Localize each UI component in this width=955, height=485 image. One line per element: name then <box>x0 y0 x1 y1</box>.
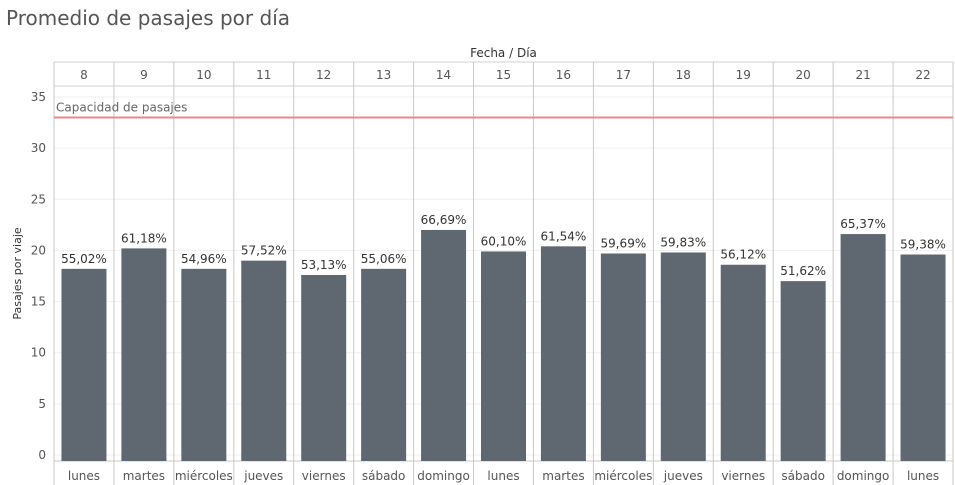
day-label: lunes <box>907 469 939 483</box>
day-label: lunes <box>68 469 100 483</box>
page-title: Promedio de pasajes por día <box>6 6 291 30</box>
bar <box>361 268 407 461</box>
date-label: 15 <box>496 68 511 82</box>
bar <box>720 264 766 461</box>
data-label: 56,12% <box>720 248 766 262</box>
bar <box>241 260 287 461</box>
day-label: martes <box>123 469 165 483</box>
y-tick-label: 5 <box>38 397 46 411</box>
date-label: 16 <box>556 68 571 82</box>
y-tick-label: 15 <box>31 295 46 309</box>
bar <box>660 252 706 461</box>
date-label: 12 <box>316 68 331 82</box>
data-label: 59,38% <box>900 238 946 252</box>
data-label: 55,06% <box>361 252 407 266</box>
date-label: 9 <box>140 68 148 82</box>
date-label: 14 <box>436 68 451 82</box>
bar <box>600 253 646 461</box>
date-label: 11 <box>256 68 271 82</box>
y-tick-label: 25 <box>31 192 46 206</box>
y-tick-label: 20 <box>31 243 46 257</box>
top-axis-label: Fecha / Día <box>470 46 537 60</box>
day-label: domingo <box>837 469 890 483</box>
bar <box>61 268 107 461</box>
data-label: 54,96% <box>181 252 227 266</box>
day-label: sábado <box>781 469 825 483</box>
bar <box>301 274 347 461</box>
day-label: domingo <box>417 469 470 483</box>
data-label: 53,13% <box>301 258 347 272</box>
day-label: miércoles <box>175 469 233 483</box>
day-label: jueves <box>243 469 283 483</box>
y-tick-label: 0 <box>38 448 46 462</box>
day-label: viernes <box>302 469 346 483</box>
date-label: 10 <box>196 68 211 82</box>
data-label: 59,69% <box>600 236 646 250</box>
y-tick-label: 30 <box>31 141 46 155</box>
bar <box>421 229 467 461</box>
bar <box>540 246 586 461</box>
data-label: 65,37% <box>840 217 886 231</box>
bar <box>900 254 946 461</box>
data-label: 61,54% <box>541 229 587 243</box>
date-label: 17 <box>616 68 631 82</box>
date-label: 19 <box>736 68 751 82</box>
day-label: viernes <box>721 469 765 483</box>
y-axis-title: Pasajes por viaje <box>11 227 24 319</box>
bar <box>181 268 227 461</box>
data-label: 60,10% <box>481 234 527 248</box>
date-label: 18 <box>676 68 691 82</box>
data-label: 66,69% <box>421 213 467 227</box>
date-label: 21 <box>855 68 870 82</box>
data-label: 61,18% <box>121 231 167 245</box>
date-label: 20 <box>796 68 811 82</box>
bar <box>121 248 167 461</box>
date-label: 22 <box>915 68 930 82</box>
y-tick-label: 10 <box>31 346 46 360</box>
day-label: lunes <box>487 469 519 483</box>
day-label: martes <box>542 469 584 483</box>
bar <box>840 234 886 461</box>
bar <box>481 251 526 461</box>
bar <box>780 281 826 461</box>
y-tick-label: 35 <box>31 90 46 104</box>
day-label: miércoles <box>594 469 652 483</box>
data-label: 59,83% <box>660 235 706 249</box>
data-label: 55,02% <box>61 252 107 266</box>
date-label: 13 <box>376 68 391 82</box>
data-label: 51,62% <box>780 264 826 278</box>
date-label: 8 <box>80 68 88 82</box>
day-label: sábado <box>362 469 406 483</box>
day-label: jueves <box>663 469 703 483</box>
reference-line-label: Capacidad de pasajes <box>56 100 187 114</box>
data-label: 57,52% <box>241 244 287 258</box>
